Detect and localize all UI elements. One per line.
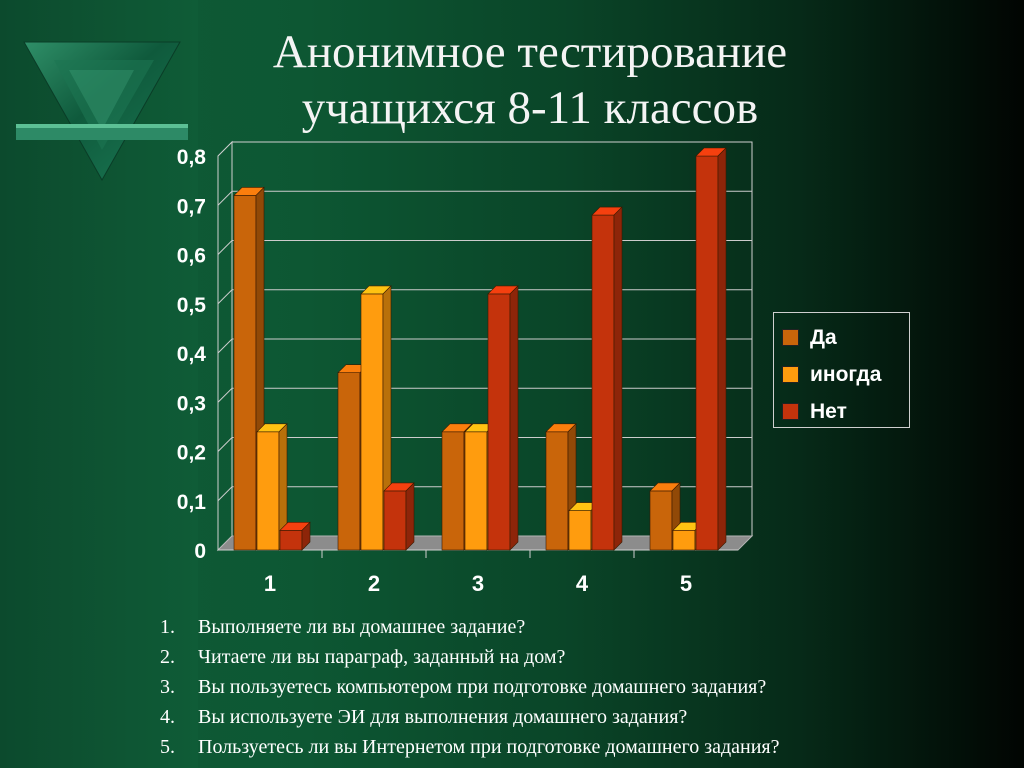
y-tick-label: 0,8 — [177, 146, 207, 169]
bar-net — [695, 155, 719, 551]
question-text: Пользуетесь ли вы Интернетом при подгото… — [198, 736, 780, 758]
y-tick-label: 0 — [194, 540, 206, 563]
triangle-logo — [16, 41, 188, 182]
legend-item-da: Да — [782, 319, 909, 356]
bar-net — [383, 490, 407, 551]
bar-side — [717, 147, 727, 551]
y-tick-label: 0,7 — [177, 195, 206, 218]
bar-net — [279, 529, 303, 551]
bar-net — [487, 293, 511, 551]
bar-side — [301, 521, 311, 551]
bar-da — [337, 372, 361, 551]
bar-inogda — [672, 529, 696, 551]
question-number: 1. — [160, 616, 175, 638]
legend-label: Да — [810, 325, 837, 349]
y-tick-label: 0,2 — [177, 442, 206, 465]
gridline — [217, 338, 752, 354]
x-tick-label: 1 — [264, 571, 276, 596]
title-line: Анонимное тестирование — [272, 26, 788, 78]
gridline — [217, 387, 752, 403]
gridline — [217, 190, 752, 206]
question-number: 5. — [160, 736, 175, 758]
question-number: 4. — [160, 706, 175, 728]
y-tick-label: 0,6 — [177, 245, 206, 268]
legend-item-inogda: иногда — [782, 356, 909, 393]
gridline — [217, 240, 752, 255]
bar-inogda — [568, 510, 592, 551]
bar-da — [545, 431, 569, 551]
question-item: 2. Читаете ли вы параграф, заданный на до… — [160, 642, 780, 672]
bar-inogda — [256, 431, 280, 551]
y-tick-label: 0,4 — [177, 343, 207, 366]
question-text: Выполняете ли вы домашнее задание? — [198, 616, 526, 638]
bar-side — [405, 482, 415, 551]
x-tick-label: 3 — [472, 571, 484, 596]
question-number: 2. — [160, 646, 175, 668]
bar-side — [613, 206, 623, 551]
y-tick-label: 0,5 — [177, 294, 207, 317]
bar-inogda — [464, 431, 488, 551]
question-list: 1. Выполняете ли вы домашнее задание? 2. Ч… — [160, 612, 780, 762]
bar-net — [591, 214, 615, 551]
gridline — [217, 437, 752, 452]
legend-swatch — [782, 329, 799, 346]
legend-swatch — [782, 366, 799, 383]
x-tick-label: 2 — [368, 571, 380, 596]
bar-side — [509, 285, 519, 551]
gridline — [217, 486, 752, 502]
y-tick-label: 0,3 — [177, 392, 206, 415]
bar-da — [441, 431, 465, 551]
legend-label: иногда — [810, 362, 882, 386]
question-text: Вы используете ЭИ для выполнения домашне… — [198, 706, 688, 728]
x-tick-label: 4 — [576, 571, 589, 596]
x-tick-label: 5 — [680, 571, 692, 596]
y-tick-label: 0,1 — [177, 491, 207, 514]
legend-label: Нет — [810, 399, 847, 423]
legend-swatch — [782, 403, 799, 420]
bar-da — [233, 195, 257, 551]
question-item: 3. Вы пользуетесь компьютером при подгото… — [160, 672, 780, 702]
gridline — [217, 289, 752, 305]
question-text: Читаете ли вы параграф, заданный на дом? — [198, 646, 566, 668]
bar-da — [649, 490, 673, 551]
question-item: 4. Вы используете ЭИ для выполнения домаш… — [160, 702, 780, 732]
question-number: 3. — [160, 676, 175, 698]
legend-item-net: Нет — [782, 393, 909, 430]
title-line: учащихся 8-11 классов — [301, 82, 759, 134]
question-item: 1. Выполняете ли вы домашнее задание? — [160, 612, 780, 642]
slide-title: Анонимное тестирование учащихся 8-11 кла… — [200, 24, 860, 136]
question-item: 5. Пользуетесь ли вы Интернетом при подго… — [160, 732, 780, 762]
question-text: Вы пользуетесь компьютером при подготовк… — [198, 676, 767, 698]
bar-inogda — [360, 293, 384, 551]
chart-legend: Да иногда Нет — [773, 312, 910, 428]
